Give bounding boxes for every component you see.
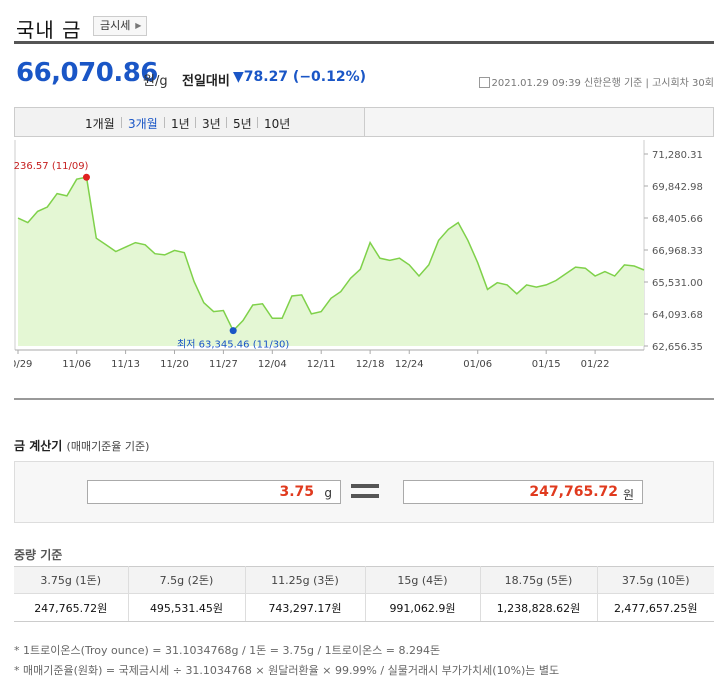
tab-separator bbox=[226, 117, 227, 128]
max-label: 최고 70,236.57 (11/09) bbox=[14, 160, 89, 172]
equals-icon bbox=[351, 484, 379, 500]
y-tick-label: 69,842.98 bbox=[652, 182, 703, 193]
weight-value-1don: 247,765.72원 bbox=[14, 593, 129, 622]
change-label: 전일대비 bbox=[182, 74, 230, 89]
price-chart: 71,280.31 69,842.98 68,405.66 66,968.33 65,5… bbox=[0, 140, 714, 380]
x-tick-label: 12/11 bbox=[307, 359, 336, 370]
x-tick-label: 01/15 bbox=[532, 359, 561, 370]
calculator-box: 3.75 g 247,765.72 원 bbox=[14, 461, 714, 523]
weight-header-3don: 11.25g (3돈) bbox=[245, 566, 366, 594]
min-point bbox=[229, 327, 237, 335]
x-tick-label: 12/24 bbox=[395, 359, 424, 370]
weight-input-unit: g bbox=[324, 486, 332, 500]
price-line bbox=[17, 176, 645, 332]
tab-1-month[interactable]: 1개월 bbox=[85, 117, 115, 131]
weight-header-10don: 37.5g (10돈) bbox=[597, 566, 714, 594]
current-price: 66,070.86 bbox=[16, 58, 158, 88]
price-meta: 2021.01.29 09:39 신한은행 기준 | 고시회차 30회 bbox=[478, 74, 714, 89]
weight-input-value: 3.75 bbox=[279, 484, 314, 500]
gold-price-button[interactable]: 금시세 ▶ bbox=[93, 16, 148, 36]
x-tick-label: 10/29 bbox=[14, 359, 32, 370]
calculator-subtitle: (매매기준율 기준) bbox=[66, 440, 150, 453]
page-title: 국내 금 bbox=[16, 18, 82, 42]
y-tick-label: 71,280.31 bbox=[652, 150, 703, 161]
tab-separator bbox=[121, 117, 122, 128]
weight-value-2don: 495,531.45원 bbox=[128, 593, 246, 622]
price-result-unit: 원 bbox=[622, 488, 634, 502]
weight-table-header-row: 3.75g (1돈) 7.5g (2돈) 11.25g (3돈) 15g (4돈… bbox=[14, 566, 714, 594]
x-tick-label: 01/06 bbox=[463, 359, 492, 370]
weight-header-5don: 18.75g (5돈) bbox=[480, 566, 598, 594]
price-chart-svg: 71,280.31 69,842.98 68,405.66 66,968.33 65,5… bbox=[0, 140, 714, 380]
footnote-troy-ounce: * 1트로이온스(Troy ounce) = 31.1034768g / 1돈 … bbox=[14, 644, 441, 657]
tab-3-years[interactable]: 3년 bbox=[202, 117, 221, 131]
weight-table: 3.75g (1돈) 7.5g (2돈) 11.25g (3돈) 15g (4돈… bbox=[14, 566, 714, 622]
y-tick-label: 62,656.35 bbox=[652, 342, 703, 353]
y-tick-label: 66,968.33 bbox=[652, 246, 703, 257]
price-summary: 66,070.86 원/g 전일대비 ▼78.27 (−0.12%) 2021.… bbox=[14, 58, 714, 98]
price-unit: 원/g bbox=[143, 74, 168, 89]
x-tick-label: 11/27 bbox=[209, 359, 238, 370]
weight-value-3don: 743,297.17원 bbox=[245, 593, 366, 622]
x-tick-label: 11/06 bbox=[62, 359, 91, 370]
page-header: 국내 금 금시세 ▶ bbox=[14, 8, 714, 44]
y-tick-label: 68,405.66 bbox=[652, 214, 703, 225]
weight-header-2don: 7.5g (2돈) bbox=[128, 566, 246, 594]
x-tick-label: 12/18 bbox=[356, 359, 385, 370]
weight-header-1don: 3.75g (1돈) bbox=[14, 566, 129, 594]
tab-separator bbox=[164, 117, 165, 128]
footnote-exchange-rate: * 매매기준율(원화) = 국제금시세 ÷ 31.1034768 × 원달러환율… bbox=[14, 664, 560, 677]
period-tabs: 1개월 3개월 1년 3년 5년 10년 bbox=[14, 107, 714, 137]
weight-input[interactable]: 3.75 g bbox=[87, 480, 341, 504]
tab-5-years[interactable]: 5년 bbox=[233, 117, 252, 131]
x-tick-label: 01/22 bbox=[581, 359, 610, 370]
x-tick-label: 12/04 bbox=[258, 359, 287, 370]
section-divider bbox=[14, 398, 714, 400]
weight-table-title: 중량 기준 bbox=[14, 548, 63, 562]
tab-separator bbox=[195, 117, 196, 128]
y-tick-label: 65,531.00 bbox=[652, 278, 703, 289]
max-point bbox=[82, 173, 90, 181]
x-tick-label: 11/20 bbox=[160, 359, 189, 370]
tab-3-months[interactable]: 3개월 bbox=[128, 117, 158, 131]
chevron-right-icon: ▶ bbox=[135, 21, 142, 30]
x-tick-label: 11/13 bbox=[111, 359, 140, 370]
tab-separator bbox=[257, 117, 258, 128]
calculator-title-text: 금 계산기 bbox=[14, 439, 63, 453]
gold-price-button-label: 금시세 bbox=[100, 19, 131, 32]
price-result-value: 247,765.72 bbox=[529, 484, 618, 500]
document-icon bbox=[478, 77, 490, 88]
price-result: 247,765.72 원 bbox=[403, 480, 643, 504]
weight-header-4don: 15g (4돈) bbox=[365, 566, 481, 594]
tab-10-years[interactable]: 10년 bbox=[264, 117, 291, 131]
weight-value-10don: 2,477,657.25원 bbox=[597, 593, 714, 622]
price-area bbox=[18, 177, 644, 346]
weight-value-5don: 1,238,828.62원 bbox=[480, 593, 598, 622]
y-tick-label: 64,093.68 bbox=[652, 310, 703, 321]
period-tab-area: 1개월 3개월 1년 3년 5년 10년 bbox=[15, 108, 365, 136]
price-meta-text: 2021.01.29 09:39 신한은행 기준 | 고시회차 30회 bbox=[491, 78, 714, 89]
min-label: 최저 63,345.46 (11/30) bbox=[177, 339, 289, 351]
tab-1-year[interactable]: 1년 bbox=[171, 117, 190, 131]
footnotes: * 1트로이온스(Troy ounce) = 31.1034768g / 1돈 … bbox=[14, 641, 559, 681]
price-change: ▼78.27 (−0.12%) bbox=[233, 69, 367, 85]
weight-table-value-row: 247,765.72원 495,531.45원 743,297.17원 991,… bbox=[14, 593, 714, 622]
weight-value-4don: 991,062.9원 bbox=[365, 593, 481, 622]
calculator-title: 금 계산기 (매매기준율 기준) bbox=[14, 437, 149, 454]
